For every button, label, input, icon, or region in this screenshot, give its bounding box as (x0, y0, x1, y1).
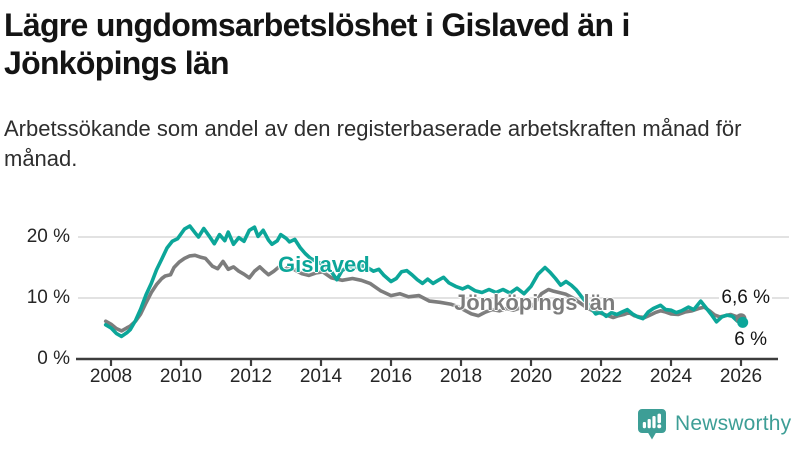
chart-subtitle: Arbetssökande som andel av den registerb… (4, 116, 742, 171)
series-end-dot (737, 316, 749, 328)
x-tick-label: 2024 (649, 366, 693, 387)
x-tick-label: 2016 (369, 366, 413, 387)
y-tick-label: 0 % (37, 348, 70, 369)
x-tick-label: 2022 (579, 366, 623, 387)
series-label-jonkopings-lan: Jönköpings län (454, 290, 616, 315)
end-value-label-jonkopings-lan: 6,6 % (719, 287, 772, 308)
x-tick-label: 2014 (299, 366, 343, 387)
bar-chart-pin-icon (638, 408, 666, 439)
y-tick-label: 20 % (26, 226, 70, 247)
series-label-gislaved: Gislaved (278, 252, 370, 277)
x-tick-label: 2020 (509, 366, 553, 387)
series-line (103, 224, 745, 339)
y-tick-label: 10 % (26, 287, 70, 308)
newsworthy-branding: Newsworthy (638, 407, 791, 441)
brand-name: Newsworthy (675, 412, 792, 435)
x-tick-label: 2010 (159, 366, 203, 387)
page-title: Lägre ungdomsarbetslöshet i Gislaved än … (4, 7, 630, 81)
x-tick-label: 2008 (89, 366, 133, 387)
series-line (103, 253, 743, 333)
x-tick-label: 2012 (229, 366, 273, 387)
end-value-label-gislaved: 6 % (732, 329, 769, 350)
x-tick-label: 2026 (719, 366, 763, 387)
x-tick-label: 2018 (439, 366, 483, 387)
